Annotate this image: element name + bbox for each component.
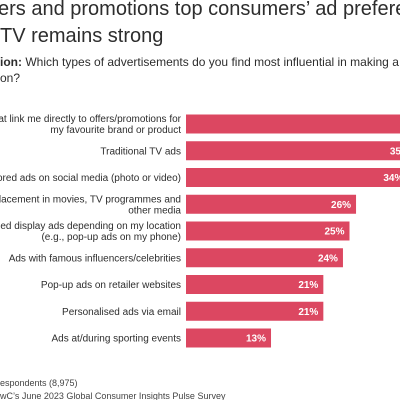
footer: espondents (8,975) [0, 378, 78, 388]
value-label: 21% [298, 307, 318, 318]
category-line: (e.g., pop-up ads on my phone) [41, 232, 181, 243]
value-label: 21% [298, 280, 318, 291]
bar [186, 168, 400, 187]
category-label: that link me directly to offers/promotio… [0, 114, 182, 136]
bar [186, 301, 324, 321]
bar [186, 221, 350, 241]
bar [186, 248, 343, 268]
category-label: t placement in movies, TV programmes and… [0, 194, 181, 216]
value-label: 24% [318, 253, 338, 264]
category-line: Personalised ads via email [62, 307, 181, 318]
bar [186, 141, 400, 161]
bar [186, 328, 272, 348]
question: ion: Which types of advertisements do yo… [0, 55, 400, 69]
value-label: 26% [331, 200, 351, 211]
chart-title: ers and promotions top consumers’ ad pre… [0, 0, 400, 20]
question-text: on? [0, 71, 20, 85]
question-text: Which types of advertisements do you fin… [25, 55, 400, 69]
value-label: 34% [383, 173, 400, 184]
bar [186, 194, 357, 214]
category-line: Traditional TV ads [100, 146, 181, 157]
value-label: 13% [246, 334, 266, 345]
category-line: Ads with famous influencers/celebrities [9, 253, 181, 264]
category-line: t placement in movies, TV programmes and [0, 194, 181, 205]
category-line: my favourite brand or product [50, 125, 181, 136]
category-label: Ads at/during sporting events [51, 334, 181, 345]
footer: wC’s June 2023 Global Consumer Insights … [0, 391, 226, 400]
category-line: Pop-up ads on retailer websites [41, 280, 181, 291]
category-label: lised display ads depending on my locati… [0, 221, 181, 243]
value-label: 35% [390, 146, 400, 157]
category-line: Ads at/during sporting events [51, 334, 181, 345]
category-label: Personalised ads via email [62, 307, 181, 318]
question-lead: ion: [0, 55, 22, 69]
value-label: 25% [324, 227, 344, 238]
bar [186, 114, 400, 134]
category-label: nsored ads on social media (photo or vid… [0, 173, 181, 184]
category-label: Ads with famous influencers/celebrities [9, 253, 181, 264]
category-line: that link me directly to offers/promotio… [0, 114, 182, 125]
category-label: Pop-up ads on retailer websites [41, 280, 181, 291]
category-line: lised display ads depending on my locati… [0, 221, 181, 232]
category-line: nsored ads on social media (photo or vid… [0, 173, 181, 184]
chart-title: TV remains strong [0, 25, 163, 47]
category-label: Traditional TV ads [100, 146, 181, 157]
bar [186, 275, 324, 294]
category-line: other media [128, 205, 181, 216]
